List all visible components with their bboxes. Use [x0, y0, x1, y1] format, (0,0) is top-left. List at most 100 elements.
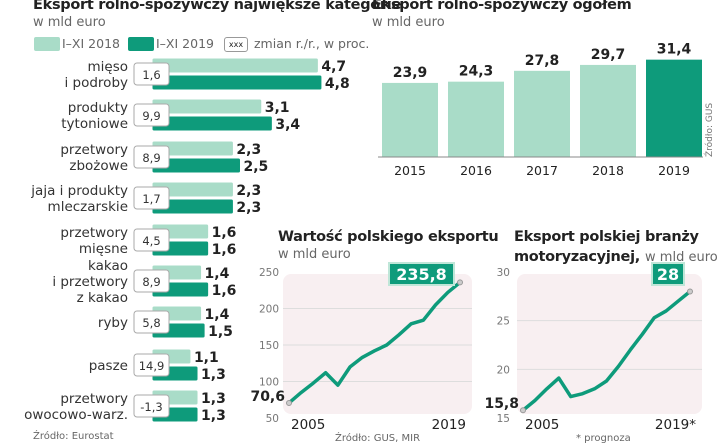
- category-label: przetwory: [60, 225, 128, 241]
- motor-ytick: 25: [497, 316, 510, 328]
- motor-ytick: 15: [497, 413, 510, 425]
- change-box: [133, 62, 170, 86]
- category-label: przetwory: [60, 142, 128, 158]
- export-end-label-box: [388, 262, 455, 286]
- column-value-label: 24,3: [459, 64, 494, 80]
- column-value-label: 23,9: [393, 65, 428, 81]
- change-box: [133, 394, 170, 418]
- change-value: 14,9: [139, 359, 165, 373]
- change-value: 4,5: [142, 234, 160, 248]
- change-box: [133, 269, 170, 293]
- bar-value-label: 1,4: [205, 307, 230, 323]
- change-box: [133, 186, 170, 210]
- bar-value-label: 1,4: [205, 266, 230, 282]
- change-box: [133, 310, 170, 334]
- motor-xtick: 2019*: [655, 417, 696, 433]
- change-value: 9,9: [142, 109, 160, 123]
- motor-title: Eksport polskiej branży: [514, 229, 699, 245]
- bar-value-label: 1,6: [212, 242, 237, 258]
- category-label: i podroby: [64, 75, 128, 91]
- change-box: [133, 353, 170, 377]
- bar-2019: [151, 115, 273, 132]
- export-subtitle: w mld euro: [278, 247, 351, 262]
- bar-value-label: 2,5: [244, 159, 269, 175]
- column-year-label: 2015: [394, 163, 426, 178]
- category-label: mleczarskie: [48, 199, 128, 215]
- bar-value-label: 2,3: [236, 200, 261, 216]
- bar-value-label: 2,3: [236, 142, 261, 158]
- change-value: 1,7: [142, 192, 160, 206]
- bar-2018: [151, 57, 319, 74]
- column-2016: [448, 81, 504, 157]
- export-ytick: 250: [259, 267, 279, 279]
- category-label: z kakao: [77, 290, 128, 306]
- bar-value-label: 4,8: [325, 76, 350, 92]
- export-line: [287, 281, 462, 405]
- bar-value-label: 2,3: [236, 183, 261, 199]
- bar-value-label: 1,6: [212, 225, 237, 241]
- export-endpoint: [457, 279, 463, 286]
- motor-ytick: 20: [497, 364, 510, 376]
- change-value: 5,8: [142, 316, 160, 330]
- change-box: [133, 228, 170, 252]
- export-end-label: 235,8: [396, 265, 447, 284]
- motor-plot-area: [517, 274, 702, 414]
- bar-value-label: 1,3: [201, 367, 226, 383]
- bar-2019: [151, 74, 323, 91]
- category-label: owocowo-warz.: [24, 407, 128, 423]
- bar-value-label: 1,3: [201, 391, 226, 407]
- motor-endpoint: [687, 288, 693, 295]
- change-value: -1,3: [140, 400, 162, 414]
- motor-start-label: 15,8: [484, 396, 519, 412]
- legend-swatch-2019: [128, 37, 154, 51]
- change-value: 1,6: [142, 68, 160, 82]
- bar-value-label: 3,1: [265, 100, 290, 116]
- column-year-label: 2016: [460, 163, 492, 178]
- column-value-label: 29,7: [591, 47, 626, 63]
- motor-note: * prognoza: [576, 433, 631, 444]
- categories-source: Źródło: Eurostat: [33, 431, 114, 442]
- legend-change-text: zmian r./r., w proc.: [254, 36, 370, 51]
- motor-endpoint: [520, 407, 526, 414]
- motor-ytick: 30: [497, 267, 510, 279]
- categories-title: Eksport rolno-spożywczy największe kateg…: [33, 0, 401, 13]
- export-source: Źródło: GUS, MIR: [335, 433, 421, 444]
- category-label: i przetwory: [52, 274, 128, 290]
- column-year-label: 2017: [526, 163, 558, 178]
- change-box: [133, 145, 170, 169]
- legend-swatch-2018: [34, 37, 60, 51]
- total-title: Eksport rolno-spożywczy ogółem: [372, 0, 632, 13]
- column-year-label: 2019: [658, 163, 690, 178]
- bar-value-label: 1,1: [194, 350, 219, 366]
- bar-value-label: 4,7: [321, 59, 346, 75]
- motor-title-line2: motoryzacyjnej, w mld euro: [514, 249, 718, 265]
- column-value-label: 27,8: [525, 53, 560, 69]
- category-label: jaja i produkty: [30, 183, 128, 199]
- export-xtick: 2019: [432, 417, 466, 433]
- export-xtick: 2005: [291, 417, 325, 433]
- category-label: mięsne: [79, 241, 128, 257]
- total-subtitle: w mld euro: [372, 15, 445, 30]
- column-2018: [580, 64, 636, 157]
- export-ytick: 100: [259, 377, 279, 389]
- category-label: zbożowe: [69, 158, 128, 174]
- change-box: [133, 103, 170, 127]
- category-label: mięso: [88, 59, 129, 75]
- export-ytick: 200: [259, 304, 279, 316]
- bar-value-label: 1,5: [208, 324, 233, 340]
- total-source: Źródło: GUS: [705, 102, 715, 157]
- column-2015: [382, 82, 438, 157]
- motor-end-label: 28: [657, 265, 679, 284]
- column-2019: [646, 59, 702, 157]
- legend-label-2019: I–XI 2019: [156, 36, 214, 51]
- motor-end-label-box: [651, 262, 685, 286]
- bar-value-label: 3,4: [275, 117, 300, 133]
- legend-change-box: xxx: [224, 37, 248, 52]
- motor-line: [521, 290, 692, 412]
- motor-xtick: 2005: [525, 417, 559, 433]
- bar-value-label: 1,6: [212, 283, 237, 299]
- column-year-label: 2018: [592, 163, 624, 178]
- change-value: 8,9: [142, 151, 160, 165]
- category-label: kakao: [88, 258, 128, 274]
- change-value: 8,9: [142, 275, 160, 289]
